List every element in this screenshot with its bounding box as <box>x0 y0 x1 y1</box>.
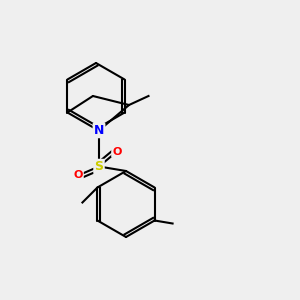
Text: O: O <box>112 146 122 157</box>
Text: N: N <box>94 124 104 137</box>
Text: O: O <box>73 170 83 181</box>
Text: S: S <box>94 160 103 173</box>
